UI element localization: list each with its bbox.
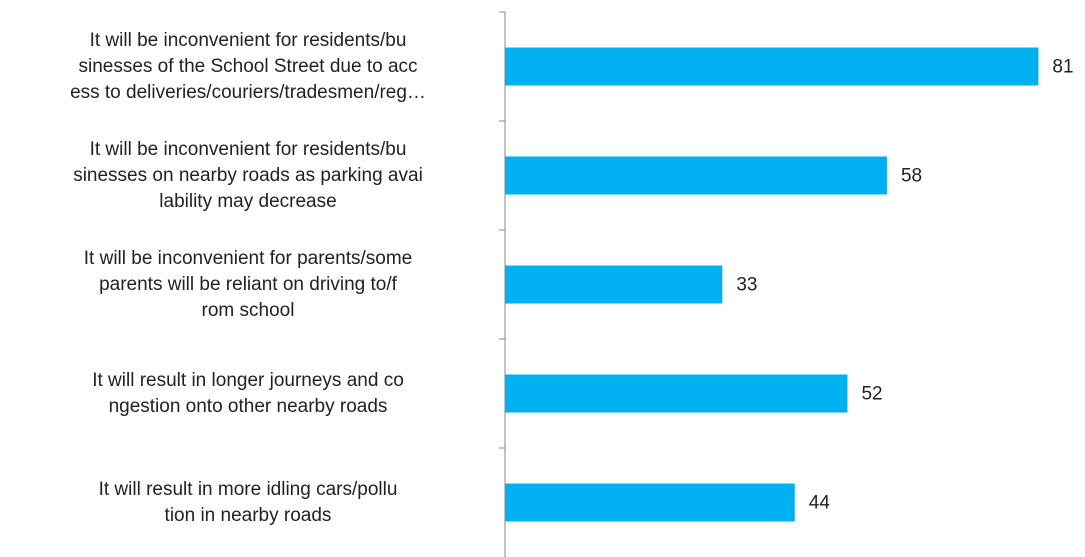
value-label: 52: [861, 384, 882, 405]
bar: [505, 47, 1039, 86]
value-label: 44: [809, 493, 831, 514]
value-label: 58: [901, 166, 922, 187]
value-label: 33: [736, 275, 757, 296]
category-label: It will be inconvenient for residents/bu…: [73, 138, 423, 212]
category-label: It will result in longer journeys and co…: [92, 369, 404, 417]
bar: [505, 483, 795, 522]
category-label: It will be inconvenient for residents/bu…: [70, 29, 426, 103]
bar: [505, 374, 848, 413]
bar: [505, 156, 887, 195]
value-label: 81: [1052, 57, 1073, 78]
bar: [505, 265, 723, 304]
category-label: It will result in more idling cars/pollu…: [98, 478, 398, 526]
category-label: It will be inconvenient for parents/some…: [83, 247, 413, 321]
